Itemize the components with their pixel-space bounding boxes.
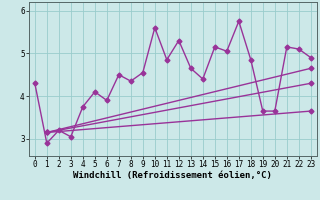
X-axis label: Windchill (Refroidissement éolien,°C): Windchill (Refroidissement éolien,°C) <box>73 171 272 180</box>
